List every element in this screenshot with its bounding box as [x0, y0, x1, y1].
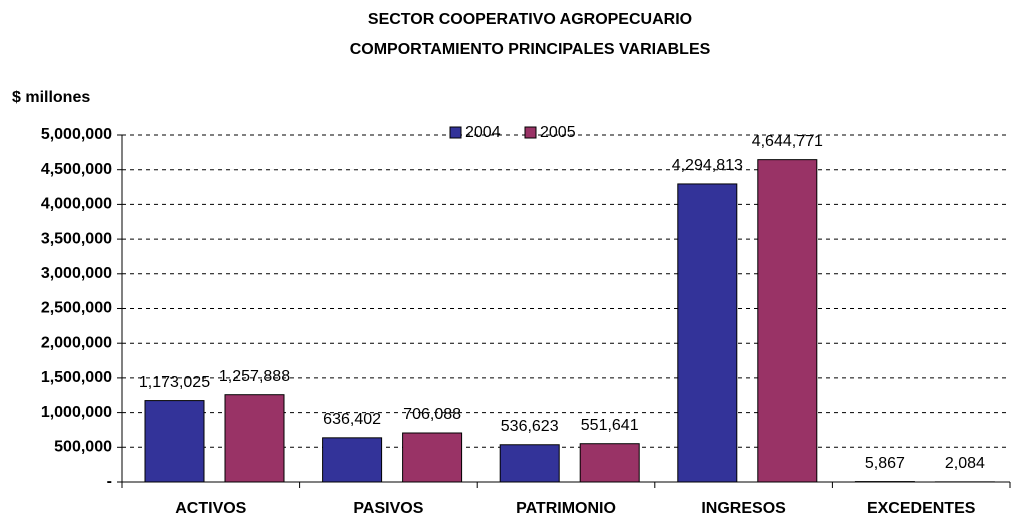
data-label: 706,088 [403, 406, 461, 423]
bar [677, 183, 738, 483]
y-tick-label: 1,500,000 [41, 369, 112, 386]
y-tick-label: 4,000,000 [41, 196, 112, 213]
bar [224, 394, 285, 483]
y-tick-label: 1,000,000 [41, 404, 112, 421]
legend-swatch [449, 126, 462, 139]
x-tick-label: PASIVOS [353, 500, 423, 517]
y-tick-label: 4,500,000 [41, 161, 112, 178]
y-axis-label: $ millones [12, 89, 90, 106]
y-tick-label: 2,000,000 [41, 334, 112, 351]
bar [144, 400, 205, 483]
data-label: 4,644,771 [752, 133, 823, 150]
bar [757, 159, 818, 483]
bar [579, 443, 640, 483]
data-label: 1,173,025 [139, 374, 210, 391]
bar [499, 444, 560, 483]
x-tick-label: EXCEDENTES [867, 500, 976, 517]
legend-label: 2005 [540, 124, 576, 141]
y-tick-label: - [107, 473, 112, 490]
data-label: 5,867 [865, 455, 905, 472]
bar [402, 432, 463, 483]
data-label: 551,641 [581, 417, 639, 434]
legend-swatch [524, 126, 537, 139]
x-tick-label: INGRESOS [701, 500, 786, 517]
bar [322, 437, 383, 483]
y-tick-label: 3,000,000 [41, 265, 112, 282]
x-tick-label: ACTIVOS [175, 500, 246, 517]
data-label: 536,623 [501, 418, 559, 435]
y-tick-label: 2,500,000 [41, 300, 112, 317]
y-tick-label: 5,000,000 [41, 126, 112, 143]
data-label: 636,402 [323, 411, 381, 428]
legend-label: 2004 [465, 124, 501, 141]
data-label: 4,294,813 [672, 157, 743, 174]
x-tick-label: PATRIMONIO [516, 500, 616, 517]
y-tick-label: 500,000 [54, 439, 112, 456]
data-label: 1,257,888 [219, 368, 290, 385]
chart-title: SECTOR COOPERATIVO AGROPECUARIO [368, 11, 692, 28]
chart-subtitle: COMPORTAMIENTO PRINCIPALES VARIABLES [350, 41, 711, 58]
data-label: 2,084 [945, 455, 985, 472]
y-tick-label: 3,500,000 [41, 230, 112, 247]
